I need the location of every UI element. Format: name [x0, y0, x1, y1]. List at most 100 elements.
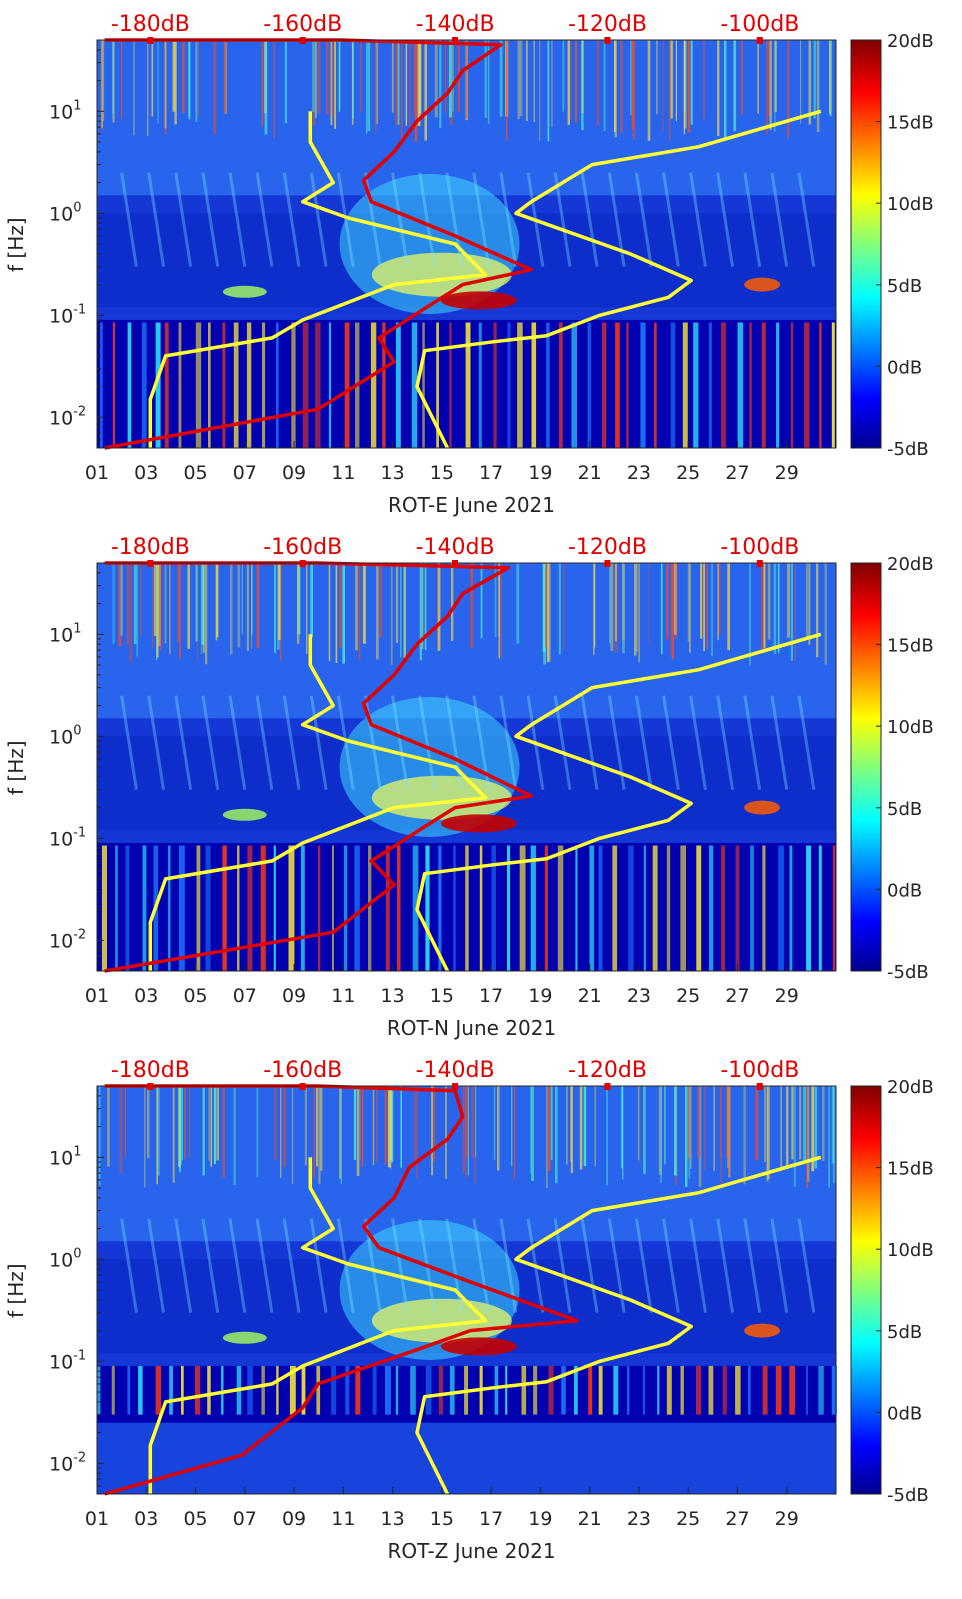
x-tick-label: 21	[578, 985, 602, 1007]
x-tick-label: 07	[233, 1508, 257, 1530]
panel-2: 101 100 10-1 10-2 f [Hz] 01 03 05 07 09 11 13 15 17 19…	[4, 535, 934, 1040]
top-db-tick-label: -100dB	[720, 535, 799, 560]
y-axis-label: f [Hz]	[4, 1263, 28, 1318]
x-axis: 01 03 05 07 09 11 13 15 17 19 21 23 25 27 29	[85, 441, 799, 484]
x-tick-label: 01	[85, 1508, 109, 1530]
y-tick-label: 100	[49, 1246, 81, 1271]
colorbar-tick-label: 15dB	[887, 1159, 934, 1180]
x-tick-label: 27	[725, 1508, 749, 1530]
x-tick-label: 07	[233, 462, 257, 484]
x-tick-label: 09	[282, 1508, 306, 1530]
x-tick-label: 29	[775, 1508, 799, 1530]
x-tick-label: 25	[676, 462, 700, 484]
x-tick-label: 21	[578, 462, 602, 484]
yellow-curve-high	[415, 632, 822, 972]
top-db-tick-label: -140dB	[416, 1058, 495, 1083]
x-tick-label: 13	[381, 1508, 405, 1530]
x-tick-label: 29	[775, 985, 799, 1007]
colorbar-tick-label: 20dB	[887, 554, 934, 575]
y-tick-label: 10-2	[49, 404, 86, 429]
colorbar-tick-label: 20dB	[887, 1077, 934, 1098]
x-tick-label: 05	[183, 1508, 207, 1530]
x-tick-label: 07	[233, 985, 257, 1007]
y-tick-label: 10-2	[49, 1450, 86, 1475]
colorbar-tick-label: 10dB	[887, 1240, 934, 1261]
yellow-curve-high	[415, 1155, 822, 1495]
y-axis: 101 100 10-1 10-2	[49, 1085, 104, 1495]
top-db-tick-label: -180dB	[111, 1058, 190, 1083]
x-axis-label: ROT-Z June 2021	[387, 1539, 555, 1563]
x-tick-label: 13	[381, 985, 405, 1007]
x-tick-label: 09	[282, 985, 306, 1007]
top-db-tick-label: -100dB	[720, 1058, 799, 1083]
yellow-curve-low	[148, 1157, 488, 1494]
x-axis: 01 03 05 07 09 11 13 15 17 19 21 23 25 27 29	[85, 1487, 799, 1530]
spectrogram-image	[97, 1086, 837, 1494]
x-tick-label: 17	[479, 1508, 503, 1530]
colorbar-tick-label: 0dB	[887, 880, 922, 901]
y-axis: 101 100 10-1 10-2	[49, 39, 104, 449]
x-tick-label: 05	[183, 985, 207, 1007]
top-db-tick-label: -120dB	[568, 1058, 647, 1083]
colorbar: 20dB 15dB 10dB 5dB 0dB -5dB	[850, 1077, 934, 1506]
x-tick-label: 23	[627, 985, 651, 1007]
red-curve	[104, 561, 534, 973]
y-axis-label: f [Hz]	[4, 217, 28, 272]
y-tick-label: 101	[49, 1144, 81, 1169]
x-tick-label: 21	[578, 1508, 602, 1530]
y-axis-label: f [Hz]	[4, 740, 28, 795]
colorbar-tick-label: -5dB	[887, 1485, 929, 1506]
x-tick-label: 15	[430, 1508, 454, 1530]
red-curve	[104, 1084, 579, 1496]
y-tick-label: 100	[49, 723, 81, 748]
x-tick-label: 03	[134, 985, 158, 1007]
top-db-axis: -180dB -160dB -140dB -120dB -100dB	[111, 1058, 799, 1090]
colorbar-tick-label: 5dB	[887, 276, 922, 297]
colorbar-tick-label: 10dB	[887, 717, 934, 738]
x-tick-label: 25	[676, 985, 700, 1007]
colorbar-tick-label: 10dB	[887, 194, 934, 215]
y-tick-label: 101	[49, 98, 81, 123]
x-tick-label: 11	[331, 462, 355, 484]
x-tick-label: 23	[627, 462, 651, 484]
y-tick-label: 101	[49, 621, 81, 646]
colorbar-tick-label: 20dB	[887, 31, 934, 52]
x-tick-label: 27	[725, 462, 749, 484]
colorbar-tick-label: 5dB	[887, 1322, 922, 1343]
y-tick-label: 10-1	[49, 1348, 86, 1373]
colorbar-tick-label: 0dB	[887, 357, 922, 378]
colorbar-tick-label: -5dB	[887, 439, 929, 460]
x-tick-label: 03	[134, 1508, 158, 1530]
x-tick-label: 05	[183, 462, 207, 484]
panel-3: 101 100 10-1 10-2 f [Hz] 01 03 05 07 09 11 13 15 17 19…	[4, 1058, 934, 1563]
x-tick-label: 23	[627, 1508, 651, 1530]
colorbar-tick-label: 15dB	[887, 113, 934, 134]
x-tick-label: 19	[528, 462, 552, 484]
red-curve	[104, 38, 534, 450]
microseism-band	[222, 174, 781, 314]
x-tick-label: 11	[331, 1508, 355, 1530]
x-tick-label: 15	[430, 985, 454, 1007]
top-db-tick-label: -160dB	[263, 535, 342, 560]
x-tick-label: 27	[725, 985, 749, 1007]
x-tick-label: 29	[775, 462, 799, 484]
x-tick-label: 01	[85, 985, 109, 1007]
top-db-tick-label: -140dB	[416, 535, 495, 560]
top-db-axis: -180dB -160dB -140dB -120dB -100dB	[111, 12, 799, 44]
x-tick-label: 19	[528, 985, 552, 1007]
x-tick-label: 17	[479, 462, 503, 484]
x-tick-label: 15	[430, 462, 454, 484]
x-tick-label: 17	[479, 985, 503, 1007]
colorbar-tick-label: 5dB	[887, 799, 922, 820]
yellow-curve-low	[148, 634, 488, 971]
colorbar: 20dB 15dB 10dB 5dB 0dB -5dB	[850, 31, 934, 460]
top-db-tick-label: -160dB	[263, 1058, 342, 1083]
yellow-curve-high	[415, 109, 822, 449]
top-db-tick-label: -180dB	[111, 12, 190, 37]
x-tick-label: 01	[85, 462, 109, 484]
x-tick-label: 19	[528, 1508, 552, 1530]
top-db-axis: -180dB -160dB -140dB -120dB -100dB	[111, 535, 799, 567]
panel-1: 101 100 10-1 10-2 f [Hz] 01 03 05 07 09 11 13 15 17 19…	[4, 12, 934, 517]
colorbar-tick-label: 0dB	[887, 1403, 922, 1424]
